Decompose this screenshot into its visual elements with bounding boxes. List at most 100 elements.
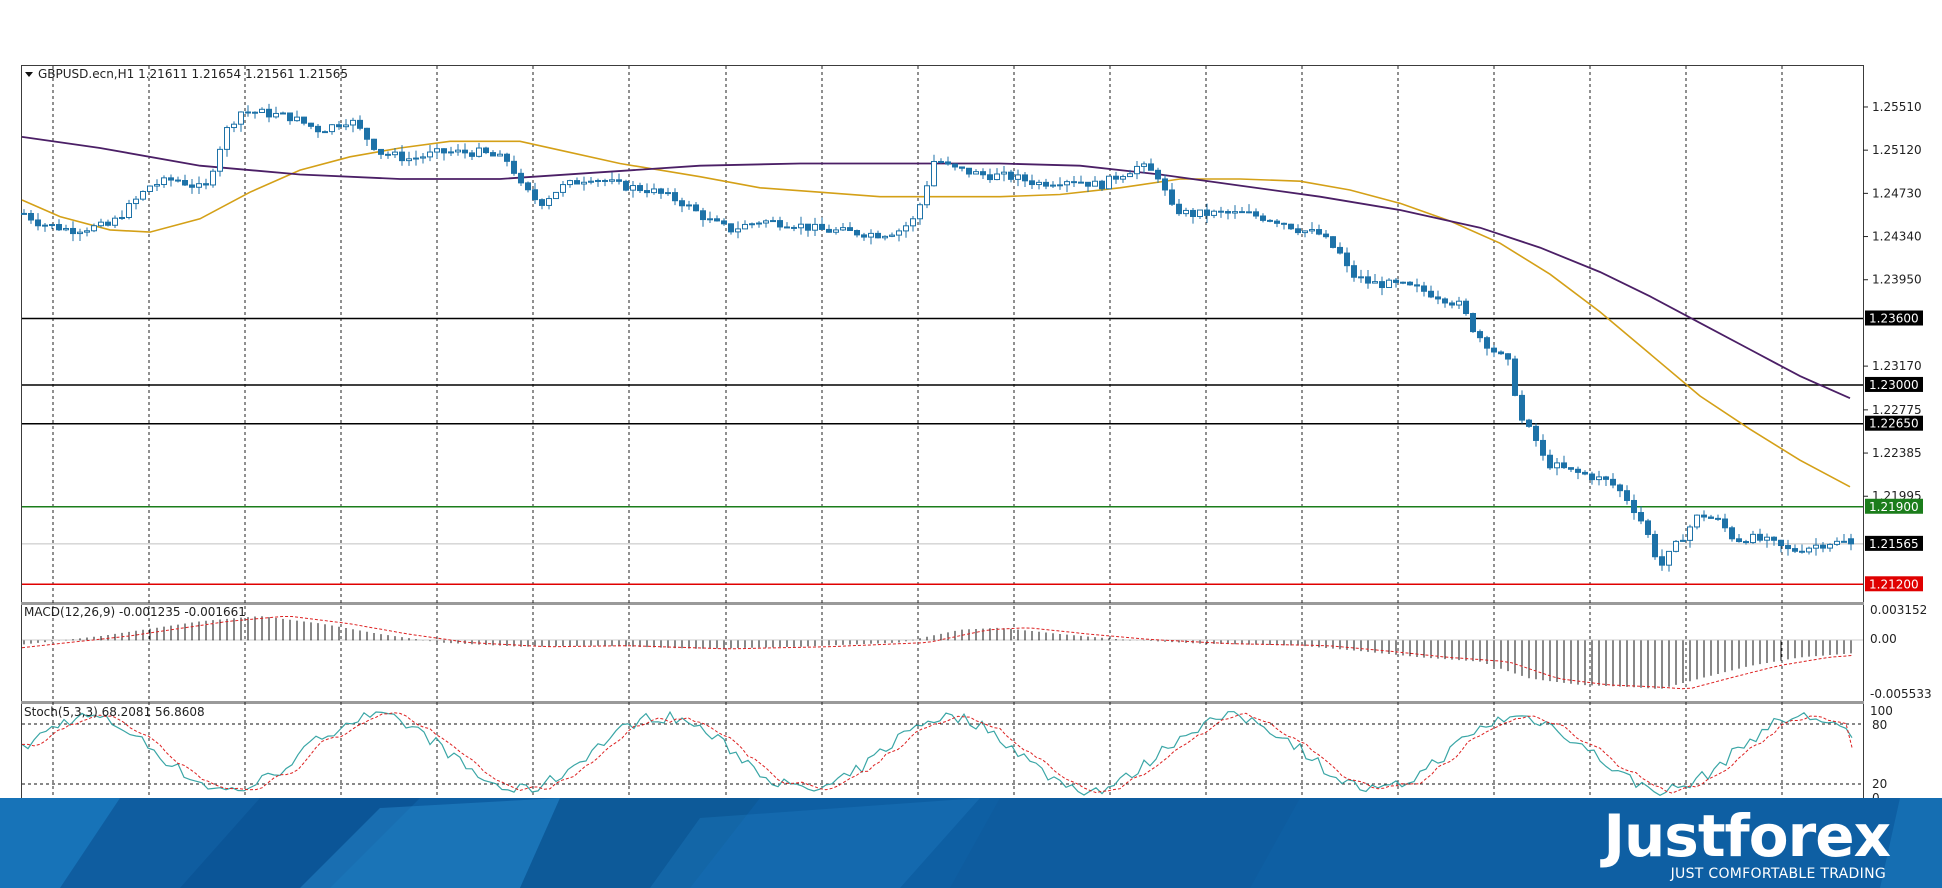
candle [1148, 158, 1154, 171]
moving-average-lines [21, 136, 1851, 488]
candle [161, 175, 167, 188]
candle [1561, 455, 1567, 470]
candle [1421, 281, 1427, 297]
candle [42, 222, 48, 232]
candle [1848, 533, 1854, 551]
candle [1743, 539, 1749, 545]
candle [1050, 181, 1056, 188]
chart-background [0, 45, 1942, 843]
candle [917, 202, 923, 225]
svg-text:1.22650: 1.22650 [1869, 417, 1919, 431]
candle [784, 222, 790, 229]
candle [105, 219, 111, 227]
candle [658, 187, 664, 199]
candle [21, 209, 27, 215]
candle [833, 227, 839, 235]
stoch-label: Stoch(5,3,3) 68.2081 56.8608 [24, 705, 205, 719]
candle [1708, 514, 1714, 519]
candle [175, 176, 181, 183]
candle [1218, 206, 1224, 218]
candle [1281, 222, 1287, 230]
candle [518, 168, 524, 186]
candle [1162, 174, 1168, 196]
candle [252, 111, 258, 119]
dropdown-triangle-icon[interactable] [25, 72, 33, 77]
candle [1638, 506, 1644, 525]
candle [1309, 222, 1315, 235]
candle [1533, 423, 1539, 447]
svg-text:1.23600: 1.23600 [1869, 311, 1919, 325]
candle [665, 187, 671, 196]
panel-splitter[interactable] [21, 602, 1864, 605]
candle [651, 183, 657, 195]
candle [1155, 167, 1161, 183]
candle [84, 227, 90, 237]
candle [707, 211, 713, 224]
candle [1505, 353, 1511, 366]
candle [1302, 230, 1308, 238]
brand-logo[interactable]: Justforex [1603, 802, 1891, 870]
price-tick-label: 1.25120 [1872, 143, 1922, 157]
candle [1778, 539, 1784, 553]
candle [294, 110, 300, 122]
candle [952, 163, 958, 171]
candle [1085, 181, 1091, 192]
candle [798, 216, 804, 235]
macd-histogram [23, 616, 1852, 689]
candle [1617, 483, 1623, 498]
candle [427, 144, 433, 162]
stoch-signal-line [22, 712, 1853, 794]
candle [203, 178, 209, 190]
candle [441, 148, 447, 161]
candle [308, 122, 314, 130]
candle [1687, 524, 1693, 548]
candle [644, 183, 650, 198]
candle [854, 229, 860, 238]
candle [938, 158, 944, 164]
candle [882, 235, 888, 241]
symbol-header[interactable]: GBPUSD.ecn,H1 1.21611 1.21654 1.21561 1.… [25, 67, 348, 81]
candle [756, 221, 762, 228]
candle [434, 143, 440, 159]
candle [826, 224, 832, 233]
candle [112, 215, 118, 228]
level-tag: 1.21200 [1865, 576, 1923, 592]
candle [1652, 530, 1658, 560]
candle [1407, 281, 1413, 286]
candle [847, 222, 853, 232]
candle [1337, 242, 1343, 255]
candle [1239, 207, 1245, 214]
ma-purple-line [21, 136, 1851, 400]
candle [1323, 229, 1329, 239]
candle [1512, 355, 1518, 397]
candle [1722, 513, 1728, 532]
candle [1582, 470, 1588, 476]
candle [364, 127, 370, 147]
candle [1820, 541, 1826, 553]
candle [777, 216, 783, 231]
candle [1393, 278, 1399, 288]
candle [63, 224, 69, 232]
panel-splitter[interactable] [21, 701, 1864, 704]
candle [1631, 494, 1637, 520]
current-price-tag: 1.21565 [1865, 535, 1923, 551]
candle [1057, 177, 1063, 190]
candle [700, 207, 706, 227]
candle [1400, 281, 1406, 285]
candle [1540, 434, 1546, 461]
candle [350, 117, 356, 133]
candle [1015, 169, 1021, 187]
candle [1344, 247, 1350, 273]
candle [1680, 534, 1686, 542]
candle [588, 177, 594, 185]
candle [497, 150, 503, 157]
level-tag: 1.23000 [1865, 376, 1923, 392]
macd-tick-label: 0.003152 [1870, 603, 1927, 617]
candle [560, 181, 566, 197]
candle [385, 151, 391, 159]
candle [1428, 285, 1434, 299]
candle [539, 198, 545, 210]
candle [273, 106, 279, 119]
candle [1064, 179, 1070, 193]
candle [1666, 550, 1672, 572]
